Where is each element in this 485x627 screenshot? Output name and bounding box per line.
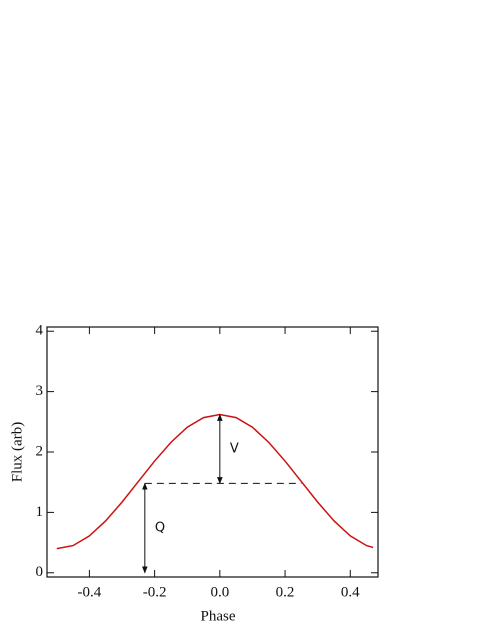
y-tick-label: 3 (36, 383, 44, 399)
x-tick-label: -0.2 (143, 584, 167, 600)
y-tick-label: 1 (36, 504, 44, 520)
y-axis-label: Flux (arb) (9, 422, 25, 482)
plot-frame (46, 326, 379, 578)
x-tick-label: -0.4 (78, 584, 102, 600)
y-tick-label: 2 (36, 443, 44, 459)
x-axis-label: Phase (201, 608, 236, 624)
y-tick-label: 4 (36, 323, 44, 339)
annotation-label: Q (155, 521, 165, 536)
x-tick-label: 0.2 (276, 584, 295, 600)
x-tick-label: 0.0 (210, 584, 229, 600)
y-tick-label: 0 (36, 564, 44, 580)
data-line (56, 413, 374, 550)
annotation-label: V (230, 441, 239, 456)
x-tick-label: 0.4 (341, 584, 360, 600)
